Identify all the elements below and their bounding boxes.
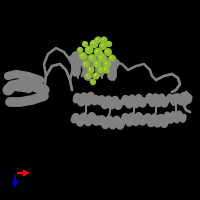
Circle shape: [106, 41, 112, 47]
Circle shape: [90, 56, 92, 58]
Circle shape: [105, 62, 107, 64]
Circle shape: [87, 66, 95, 74]
Circle shape: [107, 42, 109, 44]
Circle shape: [110, 56, 112, 58]
Circle shape: [99, 55, 102, 58]
Circle shape: [81, 54, 83, 56]
Circle shape: [91, 41, 94, 44]
Circle shape: [108, 54, 116, 62]
Circle shape: [97, 66, 105, 74]
Circle shape: [94, 36, 102, 44]
Circle shape: [102, 38, 104, 40]
Circle shape: [89, 68, 91, 70]
Circle shape: [96, 38, 98, 40]
Circle shape: [90, 79, 96, 85]
Circle shape: [102, 66, 110, 74]
Circle shape: [92, 72, 100, 80]
Circle shape: [85, 73, 91, 79]
Circle shape: [90, 40, 98, 48]
Circle shape: [93, 60, 101, 68]
Circle shape: [78, 48, 80, 50]
Circle shape: [99, 42, 107, 50]
Circle shape: [83, 42, 85, 44]
Circle shape: [104, 68, 106, 70]
Circle shape: [106, 50, 108, 52]
Circle shape: [82, 41, 88, 47]
Circle shape: [95, 49, 98, 52]
Circle shape: [86, 74, 88, 76]
Circle shape: [99, 68, 101, 70]
Circle shape: [103, 60, 111, 68]
Circle shape: [86, 47, 89, 50]
Circle shape: [85, 46, 93, 54]
Circle shape: [82, 60, 90, 68]
Circle shape: [98, 54, 106, 62]
Circle shape: [79, 52, 87, 60]
Circle shape: [100, 36, 108, 44]
Circle shape: [101, 44, 103, 46]
Circle shape: [94, 74, 96, 76]
Circle shape: [95, 62, 97, 64]
Circle shape: [77, 47, 83, 53]
Circle shape: [88, 54, 96, 62]
Circle shape: [84, 62, 86, 64]
Circle shape: [91, 80, 93, 82]
Circle shape: [94, 48, 102, 56]
Circle shape: [104, 48, 112, 56]
